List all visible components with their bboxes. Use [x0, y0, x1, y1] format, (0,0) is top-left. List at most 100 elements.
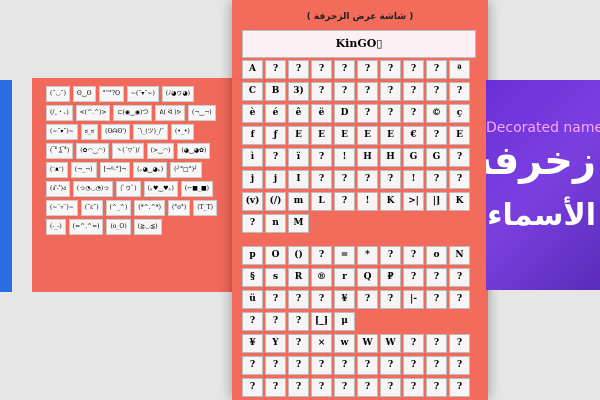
key-button[interactable]: ?	[380, 356, 401, 375]
key-button[interactable]: ?	[334, 192, 355, 211]
key-button[interactable]: ?	[380, 246, 401, 265]
key-button[interactable]: ?	[265, 312, 286, 331]
key-button[interactable]: s	[265, 268, 286, 287]
key-button[interactable]: ?	[380, 82, 401, 101]
preview-input[interactable]: KinGO▯	[242, 30, 476, 58]
key-button[interactable]: ¥	[242, 334, 263, 353]
key-button[interactable]: Y	[265, 334, 286, 353]
key-button[interactable]: ?	[311, 356, 332, 375]
key-button[interactable]: G	[403, 148, 424, 167]
key-button[interactable]: è	[242, 104, 263, 123]
key-button[interactable]: ®	[311, 268, 332, 287]
key-button[interactable]: ?	[334, 378, 355, 397]
key-button[interactable]: ?	[311, 290, 332, 309]
key-button[interactable]: B	[265, 82, 286, 101]
key-button[interactable]: W	[357, 334, 378, 353]
key-button[interactable]: R	[288, 268, 309, 287]
emoticon-button[interactable]: (ʘᗩʘ')	[101, 124, 131, 140]
key-button[interactable]: ?	[426, 126, 447, 145]
key-button[interactable]: ?	[288, 334, 309, 353]
key-button[interactable]: ì	[242, 148, 263, 167]
emoticon-button[interactable]: (=^.^=)	[68, 219, 104, 235]
key-button[interactable]: ?	[242, 356, 263, 375]
emoticon-button[interactable]: (╯°□°)╯	[170, 162, 202, 178]
key-button[interactable]: ƒ	[265, 126, 286, 145]
key-button[interactable]: !	[357, 192, 378, 211]
key-button[interactable]: A	[242, 60, 263, 79]
key-button[interactable]: E	[311, 126, 332, 145]
key-button[interactable]: ç	[449, 104, 470, 123]
key-button[interactable]: !	[403, 170, 424, 189]
key-button[interactable]: ?	[265, 356, 286, 375]
key-button[interactable]: ?	[426, 378, 447, 397]
key-button[interactable]: ?	[426, 334, 447, 353]
key-button[interactable]: ê	[288, 104, 309, 123]
key-button[interactable]: (v)	[242, 192, 263, 211]
key-button[interactable]: E	[334, 126, 355, 145]
key-button[interactable]: N	[449, 246, 470, 265]
emoticon-button[interactable]: (T_T)	[193, 200, 217, 216]
emoticon-button[interactable]: ಠ_ಠ	[80, 124, 99, 140]
key-button[interactable]: ?	[265, 290, 286, 309]
key-button[interactable]: ë	[311, 104, 332, 123]
key-button[interactable]: ?	[242, 312, 263, 331]
key-button[interactable]: ?	[334, 170, 355, 189]
key-button[interactable]: ©	[426, 104, 447, 123]
key-button[interactable]: ?	[288, 312, 309, 331]
emoticon-button[interactable]: ~(˘▾˘~)	[127, 86, 159, 102]
emoticon-button[interactable]: (-_-)	[46, 219, 66, 235]
key-button[interactable]: ?	[288, 60, 309, 79]
emoticon-button[interactable]: (｡◕‿◕｡)	[133, 162, 168, 178]
key-button[interactable]: ï	[288, 148, 309, 167]
key-button[interactable]: w	[334, 334, 355, 353]
key-button[interactable]: ?	[380, 170, 401, 189]
key-button[interactable]: ?	[242, 378, 263, 397]
key-button[interactable]: M	[288, 214, 309, 233]
key-button[interactable]: ?	[449, 148, 470, 167]
key-button[interactable]: ?	[311, 82, 332, 101]
key-button[interactable]: f	[242, 126, 263, 145]
key-button[interactable]: é	[265, 104, 286, 123]
emoticon-button[interactable]: (｡♥‿♥｡)	[143, 181, 178, 197]
key-button[interactable]: ?	[449, 378, 470, 397]
emoticon-button[interactable]: (°o°)	[167, 200, 191, 216]
key-button[interactable]: ¥	[334, 290, 355, 309]
key-button[interactable]: ?	[403, 378, 424, 397]
key-button[interactable]: ü	[242, 290, 263, 309]
key-button[interactable]: W	[380, 334, 401, 353]
key-button[interactable]: D	[334, 104, 355, 123]
emoticon-button[interactable]: (ﾉ◕ヮ◕)	[161, 86, 194, 102]
emoticon-button[interactable]: (•_•)	[171, 124, 194, 140]
key-button[interactable]: ?	[311, 60, 332, 79]
key-button[interactable]: (/)	[265, 192, 286, 211]
key-button[interactable]: ×	[311, 334, 332, 353]
emoticon-button[interactable]: ʘ‿ʘ	[72, 86, 96, 102]
key-button[interactable]: ?	[357, 104, 378, 123]
key-button[interactable]: ?	[403, 104, 424, 123]
key-button[interactable]: ?	[426, 356, 447, 375]
key-button[interactable]: ?	[311, 170, 332, 189]
emoticon-button[interactable]: (¬_¬)	[70, 162, 97, 178]
key-button[interactable]: ?	[357, 170, 378, 189]
emoticon-button[interactable]: (ᵔᴥᵔ)	[46, 162, 68, 178]
key-button[interactable]: E	[449, 126, 470, 145]
emoticon-button[interactable]: ¯\_(ツ)_/¯	[133, 124, 168, 140]
emoticon-button[interactable]: (⌐■_■)	[180, 181, 213, 197]
emoticon-button[interactable]: (~‾▿‾)~	[46, 200, 78, 216]
key-button[interactable]: ?	[288, 356, 309, 375]
key-button[interactable]: ?	[380, 104, 401, 123]
key-button[interactable]: ?	[311, 246, 332, 265]
key-button[interactable]: ?	[311, 378, 332, 397]
emoticon-button[interactable]: <(^.^)>	[75, 105, 111, 121]
key-button[interactable]: K	[449, 192, 470, 211]
key-button[interactable]: ?	[449, 356, 470, 375]
key-button[interactable]: ?	[449, 290, 470, 309]
key-button[interactable]: ?	[311, 148, 332, 167]
key-button[interactable]: ?	[426, 82, 447, 101]
key-button[interactable]: ?	[265, 60, 286, 79]
key-button[interactable]: j	[265, 170, 286, 189]
key-button[interactable]: μ	[334, 312, 355, 331]
key-button[interactable]: G	[426, 148, 447, 167]
key-button[interactable]: r	[334, 268, 355, 287]
key-button[interactable]: ?	[357, 378, 378, 397]
